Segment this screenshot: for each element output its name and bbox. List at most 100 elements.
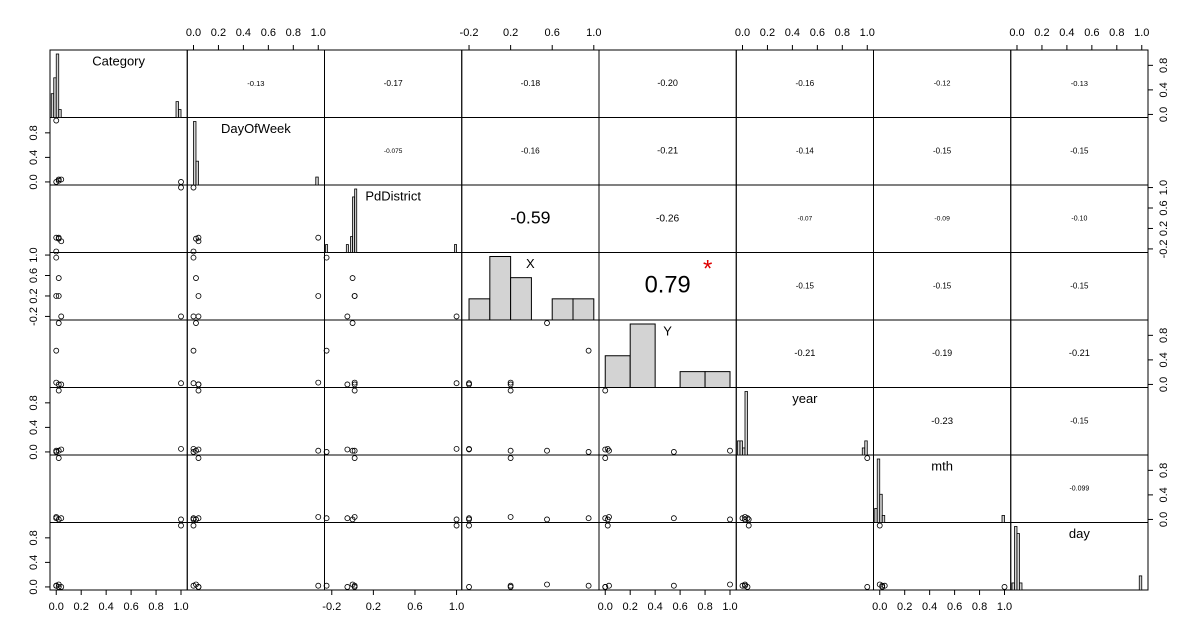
scatter-point (55, 320, 62, 326)
y-tick-label: 0.0 (28, 444, 40, 459)
x-tick-label: 0.2 (74, 601, 89, 613)
correlation-value: -0.15 (933, 281, 952, 290)
y-tick-label: 0.6 (28, 268, 40, 283)
correlation-value: -0.18 (521, 78, 541, 88)
x-tick-label: 0.2 (897, 601, 912, 613)
scatter-point (58, 381, 65, 388)
scatter-point (604, 516, 611, 523)
scatter-point (602, 446, 609, 453)
histogram-bar (315, 176, 319, 186)
y-tick-label: 0.4 (28, 420, 40, 435)
scatter-point (351, 514, 358, 520)
y-tick-label: 0.4 (28, 150, 40, 165)
x-tick-label: 0.2 (1034, 27, 1049, 39)
x-tick-label: 0.8 (148, 601, 163, 613)
variable-name: Y (663, 323, 672, 338)
scatter-point (193, 320, 199, 326)
panel-frame (598, 387, 737, 456)
correlation-value: -0.16 (521, 146, 540, 155)
scatter-point (190, 380, 197, 387)
scatter-point (55, 584, 62, 590)
correlation-value: -0.59 (510, 207, 550, 227)
x-tick-label: 0.2 (211, 27, 226, 39)
x-tick-label: 0.0 (1009, 27, 1024, 39)
scatter-point (195, 387, 202, 394)
y-tick-label: 0.8 (1158, 58, 1170, 73)
y-tick-label: 0.8 (28, 125, 40, 140)
panel-frame (324, 522, 463, 591)
scatter-point (195, 238, 202, 245)
correlation-value: -0.21 (1069, 348, 1090, 358)
y-tick-label: -0.2 (1158, 239, 1170, 258)
variable-name: day (1069, 526, 1090, 541)
histogram-bar (876, 458, 881, 523)
correlation-value: -0.099 (1069, 486, 1089, 493)
x-tick-label: 1.0 (449, 601, 464, 613)
scatter-point (178, 179, 184, 185)
x-tick-label: 0.2 (623, 601, 638, 613)
scatter-point (602, 455, 609, 461)
histogram-bar (354, 188, 358, 253)
x-tick-label: 0.0 (735, 27, 750, 39)
scatter-point (344, 446, 351, 453)
histogram-bar (879, 493, 883, 523)
correlation-value: -0.14 (796, 146, 814, 155)
scatter-point (58, 176, 65, 183)
x-tick-label: 0.0 (186, 27, 201, 39)
scatter-point (55, 176, 62, 183)
scatter-point (190, 445, 197, 452)
x-tick-label: 0.2 (503, 27, 518, 39)
scatter-point (344, 381, 351, 388)
correlation-value: -0.15 (1070, 281, 1089, 290)
x-tick-label: 1.0 (311, 27, 326, 39)
panel-frame (49, 522, 188, 591)
scatter-point (344, 515, 351, 522)
histogram-bar (551, 298, 574, 321)
scatter-point (190, 522, 197, 529)
x-tick-label: 0.2 (366, 601, 381, 613)
correlation-value: -0.15 (796, 281, 815, 290)
histogram-bar (881, 515, 886, 523)
panel-frame (324, 319, 463, 388)
scatter-point (190, 248, 197, 255)
x-tick-label: 0.6 (545, 27, 560, 39)
scatter-point (190, 347, 197, 354)
correlation-value: -0.15 (1070, 416, 1089, 425)
scatter-point (604, 445, 611, 452)
scatter-point (53, 117, 60, 124)
panel-frame (49, 319, 188, 388)
scatter-point (323, 347, 330, 354)
y-tick-label: 0.8 (28, 530, 40, 545)
scatter-point (881, 582, 888, 589)
histogram-bar (489, 256, 512, 321)
scatter-point (195, 584, 202, 590)
scatter-point (178, 184, 184, 191)
x-tick-label: 0.0 (49, 601, 64, 613)
scatter-point (585, 515, 592, 522)
scatter-point (466, 584, 472, 590)
scatter-point (585, 449, 592, 455)
histogram-bar (1019, 582, 1023, 591)
panel-frame (324, 454, 463, 523)
correlation-value: -0.16 (796, 79, 815, 88)
histogram-bar (55, 53, 60, 118)
x-tick-label: 0.0 (872, 601, 887, 613)
scatter-point (55, 234, 62, 241)
histogram-bar (679, 371, 706, 388)
correlation-value: -0.09 (934, 216, 950, 223)
correlation-value: -0.21 (657, 146, 678, 156)
variable-name: Category (92, 53, 145, 68)
scatter-point (193, 275, 199, 281)
x-tick-label: 0.0 (598, 601, 613, 613)
x-tick-label: 1.0 (860, 27, 875, 39)
y-tick-label: 0.0 (28, 174, 40, 189)
scatter-point (544, 447, 550, 454)
variable-name: X (526, 256, 535, 271)
x-tick-label: -0.2 (460, 27, 479, 39)
x-tick-label: 0.4 (647, 601, 662, 613)
variable-name: year (792, 391, 818, 406)
x-tick-label: 0.4 (922, 601, 937, 613)
correlation-value: -0.15 (1070, 146, 1089, 155)
scatter-point (195, 234, 202, 241)
panel-frame (1010, 522, 1149, 591)
